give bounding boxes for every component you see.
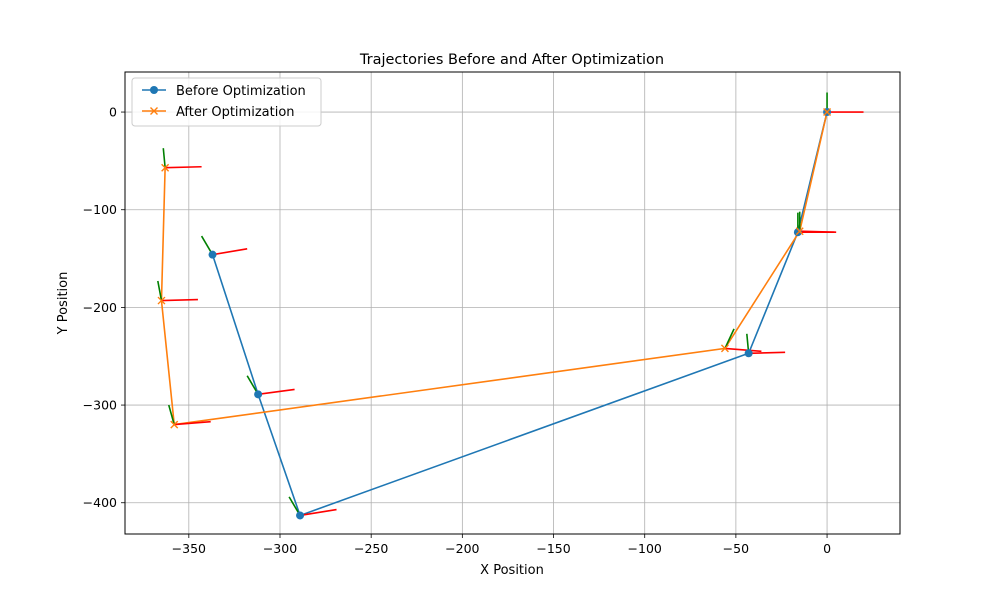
legend: Before Optimization After Optimization xyxy=(131,77,322,127)
legend-marker-after xyxy=(150,107,158,115)
x-tick-label: −100 xyxy=(628,541,662,556)
x-tick-label: −50 xyxy=(723,541,749,556)
series-lines xyxy=(160,111,828,517)
point-after xyxy=(157,296,166,305)
x-axis-label: X Position xyxy=(480,563,544,578)
legend-label-after: After Optimization xyxy=(176,105,295,120)
plot-frame xyxy=(124,71,901,535)
y-axis-label: Y Position xyxy=(56,272,71,336)
x-tick-label: −250 xyxy=(354,541,388,556)
x-tick-label: −350 xyxy=(172,541,206,556)
series-line-before xyxy=(211,111,828,517)
legend-box xyxy=(131,77,322,127)
orientation-axes xyxy=(157,92,864,517)
series-line-after xyxy=(160,111,828,426)
point-after xyxy=(161,163,170,172)
pose-x-axis xyxy=(258,388,295,396)
pose-x-axis xyxy=(174,420,211,426)
legend-label-before: Before Optimization xyxy=(176,84,306,99)
y-tick-label: 0 xyxy=(109,105,117,120)
y-tick-label: −400 xyxy=(83,495,117,510)
point-before xyxy=(208,250,217,259)
pose-x-axis xyxy=(799,230,837,233)
axis-ticks: −350 −300 −250 −200 −150 −100 −50 0 0 −100 −200 −30… xyxy=(83,105,831,556)
pose-x-axis xyxy=(161,298,198,302)
pose-x-axis xyxy=(212,248,248,256)
point-before xyxy=(254,390,263,399)
x-tick-label: 0 xyxy=(823,541,831,556)
x-tick-label: −300 xyxy=(263,541,297,556)
pose-y-axis xyxy=(724,328,735,349)
y-tick-label: −200 xyxy=(83,300,117,315)
x-tick-label: −200 xyxy=(445,541,479,556)
pose-y-axis xyxy=(167,404,176,425)
pose-y-axis xyxy=(157,280,163,301)
pose-x-axis xyxy=(165,165,202,169)
legend-marker-before xyxy=(150,86,158,94)
point-after xyxy=(720,344,729,353)
x-tick-label: −150 xyxy=(536,541,570,556)
pose-x-axis xyxy=(299,508,337,517)
pose-y-axis xyxy=(162,148,166,168)
point-before xyxy=(296,511,305,520)
pose-x-axis xyxy=(748,351,786,355)
series-markers xyxy=(157,108,832,520)
chart-title: Trajectories Before and After Optimizati… xyxy=(359,52,664,68)
point-before xyxy=(744,349,753,358)
y-tick-label: −100 xyxy=(83,202,117,217)
point-after xyxy=(795,227,804,236)
point-after xyxy=(170,420,179,429)
point-after xyxy=(823,108,832,117)
pose-x-axis xyxy=(724,347,762,353)
y-tick-label: −300 xyxy=(83,398,117,413)
